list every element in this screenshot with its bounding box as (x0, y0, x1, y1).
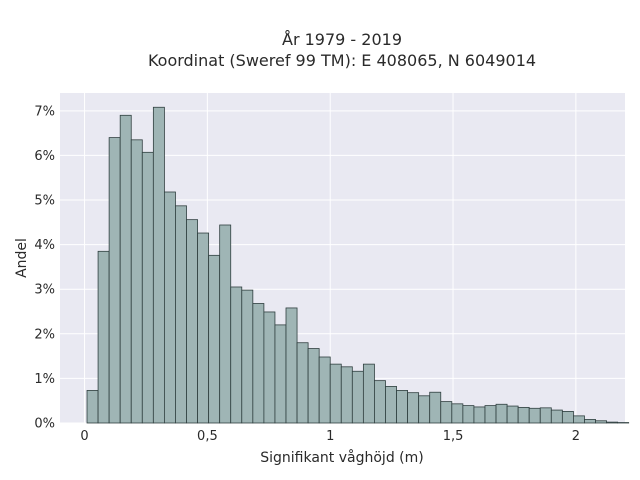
histogram-bar (152, 106, 165, 424)
x-tick-label: 2 (572, 429, 580, 444)
y-tick-label: 4% (34, 238, 55, 253)
histogram-bar (186, 219, 198, 424)
histogram-bar (561, 411, 574, 424)
histogram-bar (141, 151, 154, 424)
histogram-bar (175, 205, 187, 424)
histogram-bar (462, 405, 475, 424)
histogram-bar (396, 390, 408, 424)
y-tick-label: 0% (34, 417, 55, 432)
histogram-bar (252, 303, 265, 424)
y-tick-label: 1% (34, 372, 55, 387)
histogram-bar (385, 386, 397, 424)
histogram-bar (584, 419, 596, 424)
x-tick-label: 0 (80, 429, 88, 444)
histogram-bar (351, 370, 364, 424)
histogram-bar (263, 311, 276, 424)
histogram-bar (97, 250, 110, 424)
histogram-bar (307, 348, 320, 424)
chart-title-line2: Koordinat (Sweref 99 TM): E 408065, N 60… (148, 51, 536, 70)
x-axis-label: Signifikant våghöjd (m) (260, 449, 423, 466)
histogram-bar (484, 405, 497, 424)
tick-labels: 0% 1% 2% 3% 4% 5% 6% 7% 0 0,5 1 1,5 2 (34, 104, 580, 444)
histogram-bar (517, 406, 530, 424)
histogram-bar (197, 232, 210, 424)
y-tick-label: 2% (34, 327, 55, 342)
histogram-bar (86, 390, 99, 424)
histogram-bar (318, 356, 331, 424)
histogram-bar (473, 406, 486, 424)
histogram-bar (230, 286, 243, 424)
histogram-bar (108, 137, 121, 424)
histogram-bar (219, 224, 232, 424)
chart-title-line1: År 1979 - 2019 (282, 30, 402, 49)
y-tick-label: 3% (34, 283, 55, 298)
histogram-bar (329, 363, 342, 424)
histogram-bar (495, 403, 508, 424)
histogram-bar (241, 289, 254, 424)
histogram-bar (606, 421, 619, 424)
histogram-bar (208, 254, 221, 424)
x-tick-label: 1 (326, 429, 334, 444)
histogram-bar (550, 409, 563, 424)
histogram-bar (528, 407, 541, 424)
histogram-bar (539, 407, 552, 424)
histogram-bar (362, 363, 375, 424)
bars-group (86, 106, 630, 424)
x-tick-label: 0,5 (197, 429, 218, 444)
y-axis-label: Andel (14, 238, 30, 278)
histogram-bar (164, 191, 176, 424)
histogram-bar (274, 324, 287, 424)
histogram-bar (296, 342, 309, 424)
histogram-bar (374, 380, 386, 424)
histogram-bar (130, 139, 143, 424)
histogram-bar (506, 405, 519, 424)
histogram-bar (429, 391, 442, 424)
y-tick-label: 5% (34, 194, 55, 209)
histogram-bar (407, 392, 420, 424)
histogram-bar (119, 114, 132, 424)
histogram-bar (451, 403, 464, 424)
y-tick-label: 6% (34, 149, 55, 164)
histogram-bar (440, 401, 453, 424)
histogram-bar (418, 395, 431, 424)
y-tick-label: 7% (34, 104, 55, 119)
histogram-bar (285, 307, 298, 424)
histogram-bar (340, 366, 353, 424)
x-tick-label: 1,5 (443, 429, 464, 444)
histogram-bar (595, 420, 607, 424)
histogram-bar (573, 415, 585, 424)
